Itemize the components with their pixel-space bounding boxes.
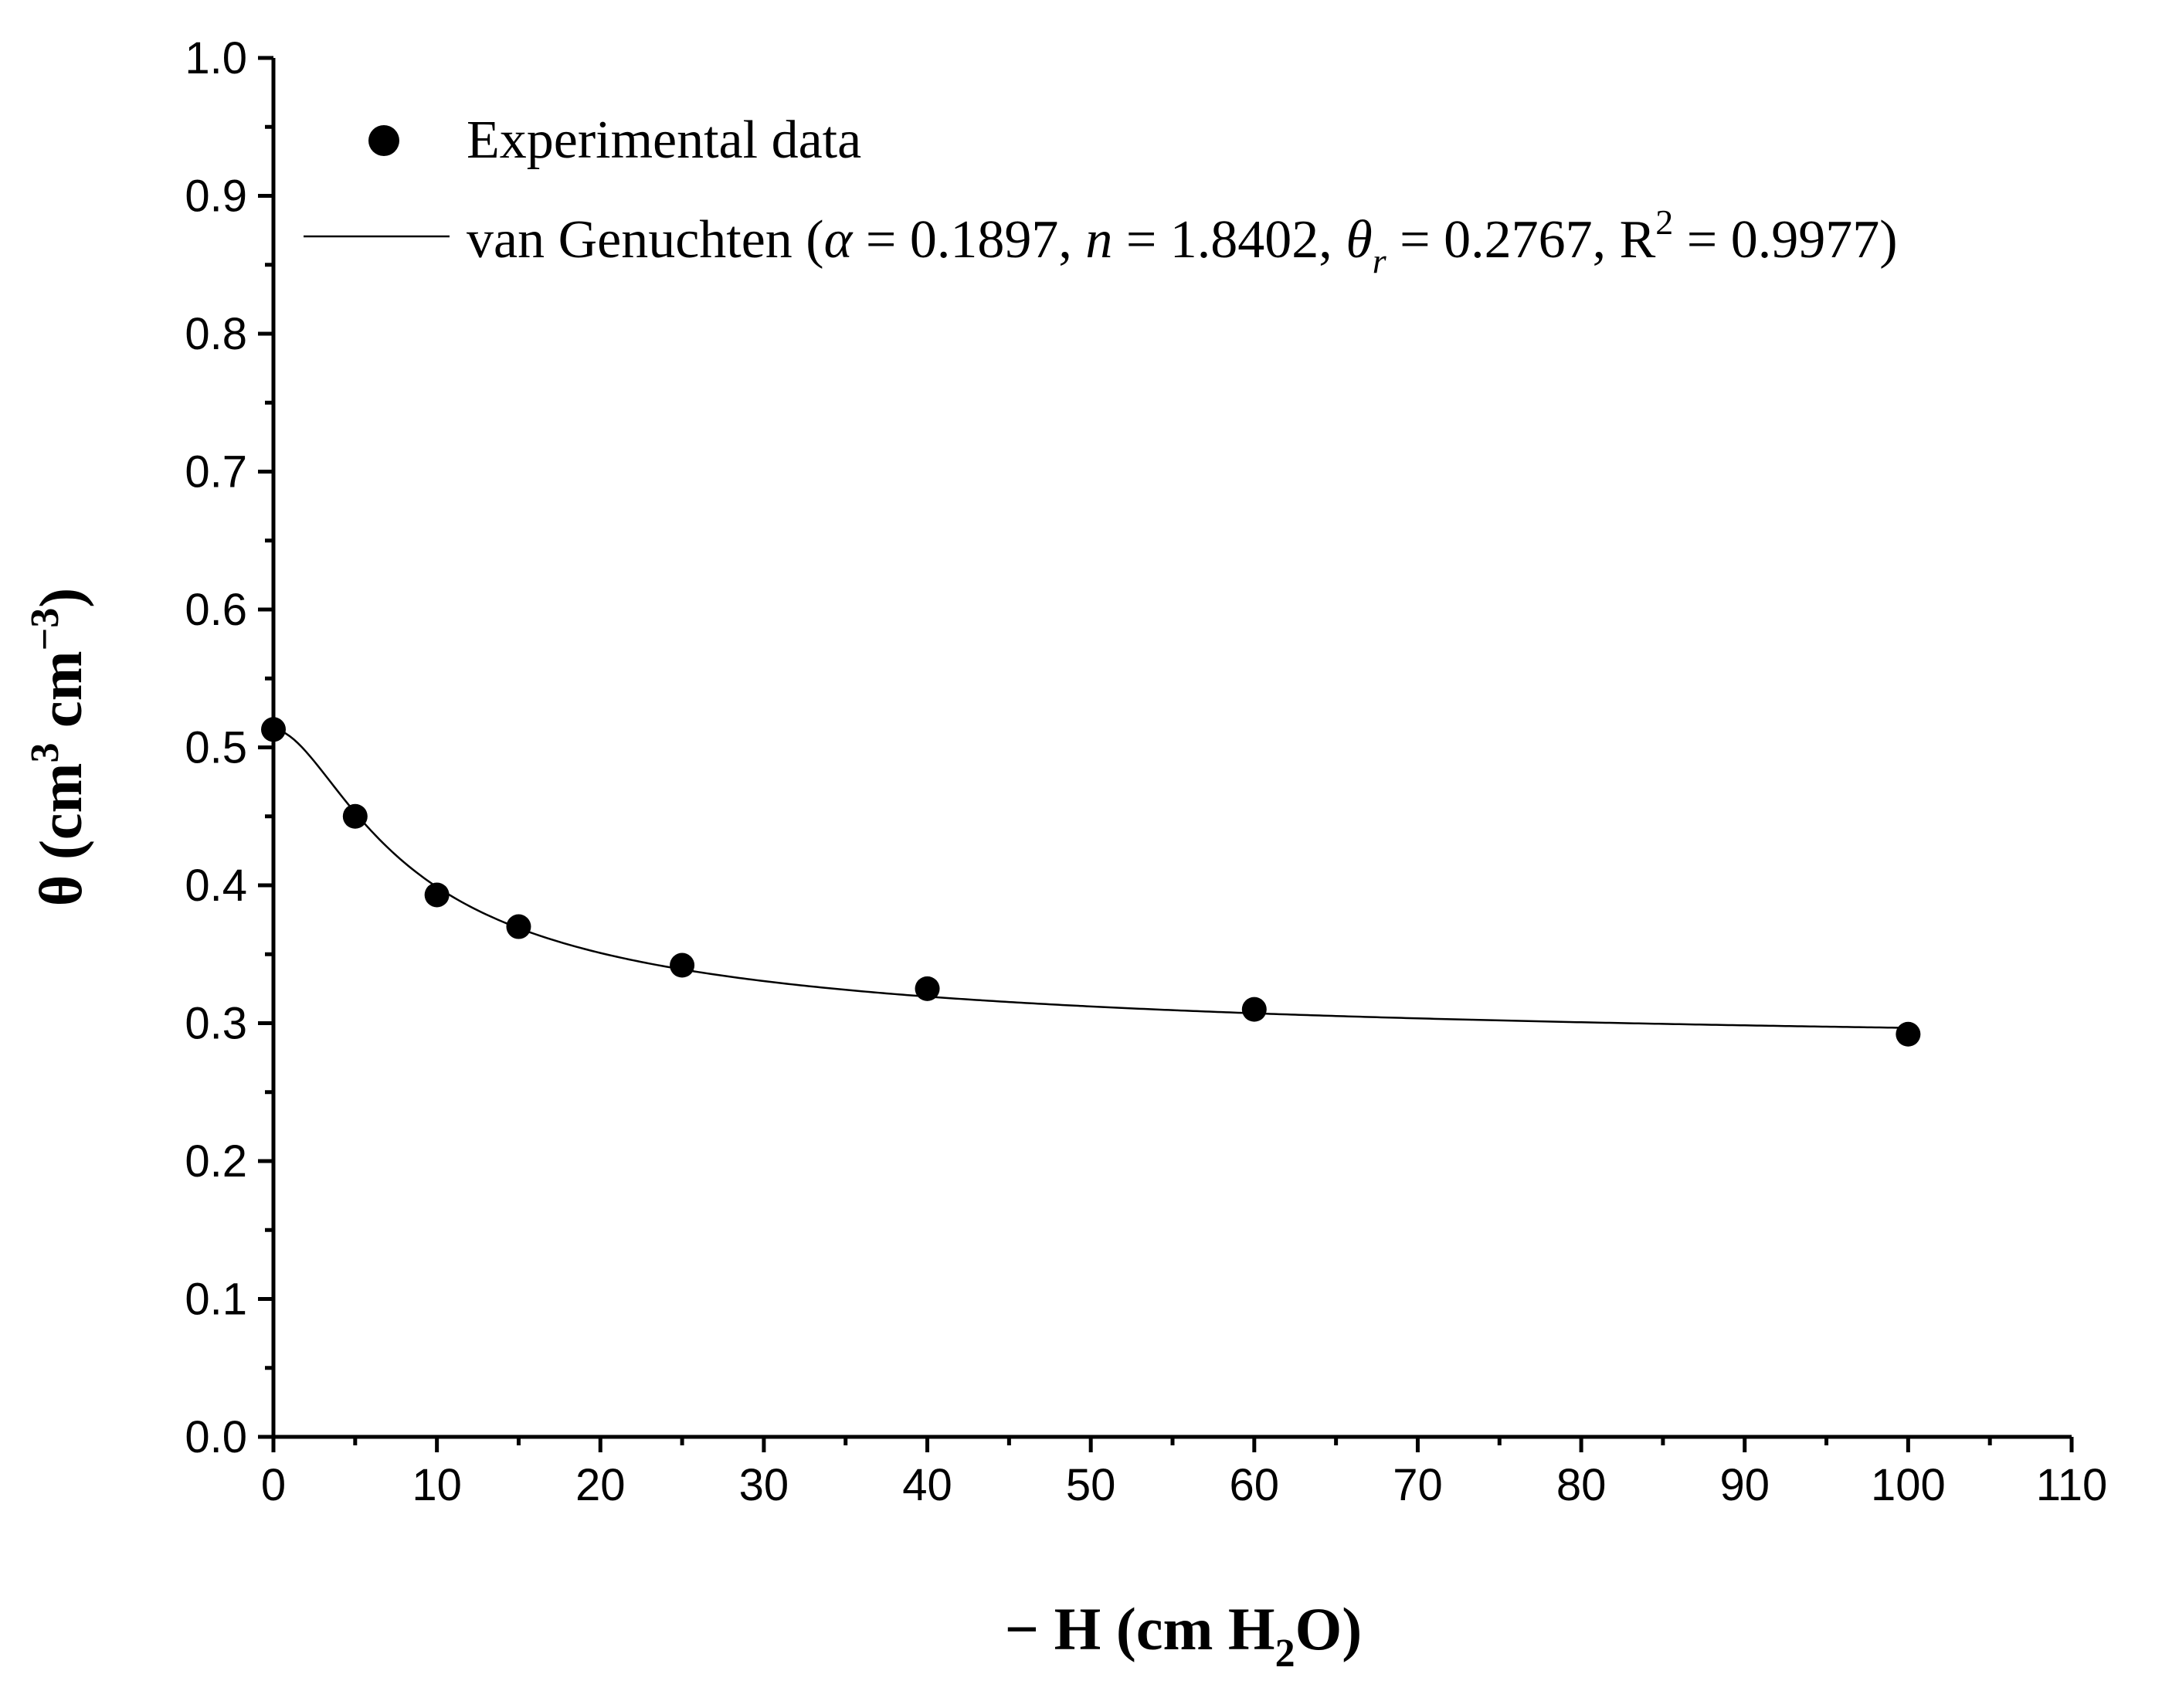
- data-point: [506, 914, 531, 939]
- data-point: [1896, 1021, 1921, 1047]
- x-tick-label: 100: [1871, 1460, 1946, 1510]
- legend-scatter-label: Experimental data: [467, 110, 861, 170]
- x-tick-label: 110: [2036, 1460, 2107, 1510]
- x-tick-label: 80: [1556, 1460, 1607, 1510]
- x-tick-label: 0: [261, 1460, 286, 1510]
- van-genuchten-fit-line: [273, 728, 1909, 1029]
- x-tick-label: 50: [1066, 1460, 1116, 1510]
- x-tick-label: 70: [1393, 1460, 1443, 1510]
- x-axis-ticks: 0 10 20 30 40 50 60 70 80 90 100 110: [261, 1437, 2107, 1510]
- y-tick-label: 0.2: [185, 1136, 247, 1187]
- y-tick-label: 0.6: [185, 585, 247, 635]
- y-tick-label: 0.8: [185, 309, 247, 359]
- y-tick-label: 0.0: [185, 1412, 247, 1462]
- x-tick-label: 40: [902, 1460, 952, 1510]
- y-tick-label: 0.7: [185, 447, 247, 497]
- x-tick-label: 90: [1719, 1460, 1770, 1510]
- data-point: [424, 882, 450, 908]
- data-point: [915, 976, 940, 1001]
- data-point: [342, 803, 368, 829]
- y-tick-label: 0.3: [185, 999, 247, 1049]
- x-tick-label: 10: [412, 1460, 462, 1510]
- data-point: [1241, 997, 1267, 1022]
- y-tick-label: 0.5: [185, 723, 247, 773]
- data-point: [670, 952, 695, 978]
- y-tick-label: 0.9: [185, 171, 247, 222]
- y-tick-label: 0.1: [185, 1275, 247, 1325]
- x-tick-label: 20: [575, 1460, 626, 1510]
- data-point: [261, 717, 286, 742]
- legend: Experimental data van Genuchten (α = 0.1…: [304, 110, 1898, 280]
- y-tick-label: 1.0: [185, 33, 247, 83]
- legend-scatter-marker: [368, 125, 399, 156]
- y-axis-ticks: 0.0 0.1 0.2 0.3 0.4 0.5 0.6 0.7 0.8 0.9 1.0: [185, 33, 273, 1462]
- x-tick-label: 30: [739, 1460, 789, 1510]
- y-tick-label: 0.4: [185, 861, 247, 911]
- x-tick-label: 60: [1230, 1460, 1280, 1510]
- experimental-data-points: [261, 717, 1921, 1047]
- y-axis-title: θ (cm3 cm−3): [23, 588, 94, 907]
- legend-line-label: van Genuchten (α = 0.1897, n = 1.8402, θ…: [467, 202, 1898, 280]
- x-axis-title: − H (cm H2O): [1005, 1595, 1363, 1676]
